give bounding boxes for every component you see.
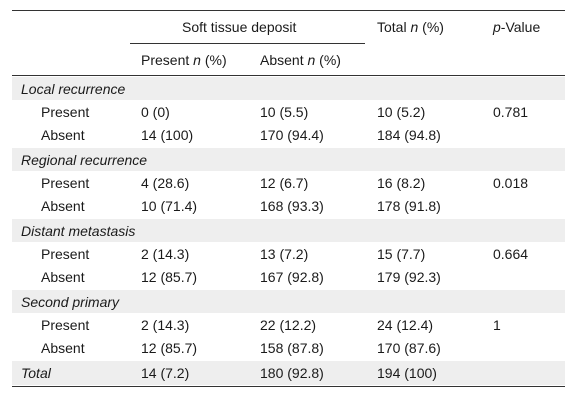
cell-absent: 167 (92.8) [260, 269, 324, 285]
row-label: Present [41, 246, 90, 262]
row-label: Absent [41, 269, 85, 285]
cell-absent: 10 (5.5) [260, 104, 309, 120]
row-label: Absent [41, 198, 85, 214]
row-label: Absent [41, 340, 85, 356]
cell-present: 14 (100) [141, 127, 194, 143]
cell-absent: 22 (12.2) [260, 317, 317, 333]
cell-total: 16 (8.2) [377, 175, 426, 191]
header-bottom-rule [12, 75, 565, 76]
cell-present: 12 (85.7) [141, 269, 198, 285]
cell-present: 0 (0) [141, 104, 170, 120]
bottom-rule [12, 386, 565, 387]
cell-present: 12 (85.7) [141, 340, 198, 356]
total-absent: 180 (92.8) [260, 365, 324, 381]
row-label: Absent [41, 127, 85, 143]
cell-absent: 168 (93.3) [260, 198, 324, 214]
section-title-regional-recurrence: Regional recurrence [21, 152, 148, 168]
total-column-header: Total n (%) [377, 19, 444, 35]
row-label: Present [41, 104, 90, 120]
section-title-distant-metastasis: Distant metastasis [21, 223, 136, 239]
pvalue-column-header: p-Value [493, 19, 541, 35]
row-label: Present [41, 175, 90, 191]
cell-total: 10 (5.2) [377, 104, 426, 120]
group-underline [130, 43, 365, 44]
cell-absent: 170 (94.4) [260, 127, 324, 143]
section-title-local-recurrence: Local recurrence [21, 81, 126, 97]
total-total: 194 (100) [377, 365, 437, 381]
section-band-regional-recurrence [12, 148, 565, 171]
present-column-header: Present n (%) [141, 52, 227, 68]
group-header: Soft tissue deposit [182, 19, 297, 35]
cell-total: 170 (87.6) [377, 340, 441, 356]
section-title-second-primary: Second primary [21, 294, 120, 310]
cell-absent: 13 (7.2) [260, 246, 309, 262]
cell-pvalue: 1 [493, 317, 501, 333]
total-row-label: Total [21, 365, 51, 381]
cell-present: 4 (28.6) [141, 175, 190, 191]
cell-pvalue: 0.664 [493, 246, 529, 262]
cell-total: 179 (92.3) [377, 269, 441, 285]
section-band-distant-metastasis [12, 219, 565, 242]
cell-present: 2 (14.3) [141, 317, 190, 333]
section-band-local-recurrence [12, 77, 565, 100]
top-rule [12, 10, 565, 11]
cell-pvalue: 0.018 [493, 175, 529, 191]
absent-column-header: Absent n (%) [260, 52, 341, 68]
total-present: 14 (7.2) [141, 365, 190, 381]
cell-absent: 12 (6.7) [260, 175, 309, 191]
cell-present: 2 (14.3) [141, 246, 190, 262]
cell-total: 178 (91.8) [377, 198, 441, 214]
cell-total: 184 (94.8) [377, 127, 441, 143]
total-band [12, 361, 565, 385]
cell-total: 24 (12.4) [377, 317, 434, 333]
cell-pvalue: 0.781 [493, 104, 529, 120]
row-label: Present [41, 317, 90, 333]
cell-total: 15 (7.7) [377, 246, 426, 262]
section-band-second-primary [12, 290, 565, 313]
cell-absent: 158 (87.8) [260, 340, 324, 356]
cell-present: 10 (71.4) [141, 198, 198, 214]
